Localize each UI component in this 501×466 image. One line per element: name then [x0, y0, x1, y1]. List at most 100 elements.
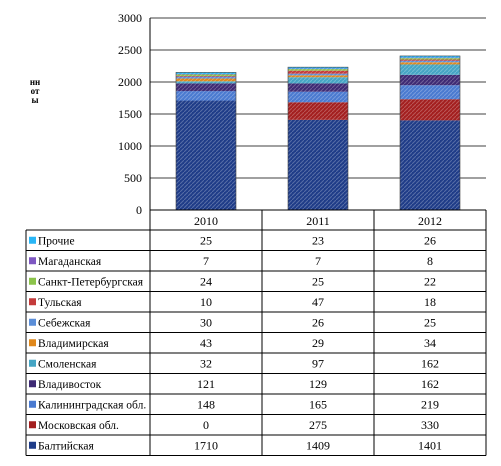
data-value-label: 25 [200, 233, 212, 247]
data-value-label: 25 [312, 274, 324, 288]
data-value-label: 219 [421, 397, 439, 411]
y-tick-label: 500 [124, 171, 142, 185]
bar-segment-hatch [400, 62, 460, 65]
legend-label: Санкт-Петербургская [38, 276, 144, 288]
data-value-label: 29 [312, 336, 324, 350]
bar-segment-hatch [400, 57, 460, 59]
data-value-label: 275 [309, 418, 327, 432]
data-value-label: 24 [200, 274, 212, 288]
legend-label: Московская обл. [38, 420, 119, 432]
legend-label: Владивосток [38, 379, 102, 391]
data-value-label: 1409 [306, 438, 330, 452]
data-value-label: 165 [309, 397, 327, 411]
data-value-label: 23 [312, 233, 324, 247]
data-value-label: 47 [312, 295, 324, 309]
data-value-label: 7 [315, 254, 321, 268]
legend-label: Магаданская [38, 256, 102, 268]
data-value-label: 129 [309, 377, 327, 391]
data-value-label: 148 [197, 397, 215, 411]
y-tick-label: 0 [136, 203, 142, 217]
data-value-label: 26 [424, 233, 436, 247]
bar-segment-hatch [288, 70, 348, 74]
data-value-label: 30 [200, 315, 212, 329]
bar-segment-hatch [400, 74, 460, 86]
y-axis-ticks: 0 500 1000 1500 2000 2500 3000 [118, 11, 142, 217]
data-value-label: 34 [424, 336, 436, 350]
legend-swatch [29, 318, 36, 326]
data-value-label: 18 [424, 295, 436, 309]
bar-segment-hatch [400, 55, 460, 58]
bar-segment-hatch [288, 102, 348, 120]
bar-segment-hatch [288, 75, 348, 78]
legend-swatch [29, 441, 36, 449]
bar-segment-hatch [288, 69, 348, 71]
data-value-label: 1401 [418, 438, 442, 452]
bar-segment-hatch [288, 119, 348, 210]
legend-swatch [29, 236, 36, 244]
bar-segment-hatch [400, 85, 460, 100]
y-tick-label: 1500 [118, 107, 142, 121]
legend-label: Смоленская [38, 358, 97, 370]
bar-segment-hatch [176, 72, 236, 74]
legend-swatch [29, 257, 36, 265]
bar-segment-hatch [176, 75, 236, 77]
legend-swatch [29, 400, 36, 408]
y-tick-label: 1000 [118, 139, 142, 153]
bar-segment-hatch [176, 83, 236, 92]
legend-swatch [29, 380, 36, 388]
data-value-label: 10 [200, 295, 212, 309]
bar-segment-hatch [288, 67, 348, 69]
data-value-label: 22 [424, 274, 436, 288]
bar-segment-hatch [400, 99, 460, 121]
y-axis-label: нноты [29, 77, 41, 105]
data-table: 2010 2011 2012 Прочие 25 23 26 Магаданская 7 7 8 Са… [25, 209, 487, 456]
bar-segment-hatch [400, 64, 460, 75]
data-value-label: 25 [424, 315, 436, 329]
x-tick-label: 2010 [194, 214, 218, 228]
bar-segment-hatch [288, 83, 348, 92]
data-value-label: 162 [421, 356, 439, 370]
bar-segment-hatch [288, 91, 348, 103]
y-tick-label: 3000 [118, 11, 142, 25]
x-tick-label: 2011 [306, 214, 330, 228]
legend-label: Калининградская обл. [38, 399, 146, 411]
data-value-label: 162 [421, 377, 439, 391]
bar-segment-hatch [400, 59, 460, 61]
bar-segment-hatch [176, 91, 236, 101]
legend-swatch [29, 421, 36, 429]
bar-segment-hatch [176, 81, 236, 84]
legend-label: Балтийская [38, 440, 95, 452]
legend-swatch [29, 298, 36, 306]
y-tick-label: 2000 [118, 75, 142, 89]
data-value-label: 1710 [194, 438, 218, 452]
data-value-label: 26 [312, 315, 324, 329]
data-value-label: 121 [197, 377, 215, 391]
data-value-label: 97 [312, 356, 324, 370]
y-tick-label: 2500 [118, 43, 142, 57]
bars [175, 55, 461, 211]
x-tick-label: 2012 [418, 214, 442, 228]
bar-segment-hatch [176, 74, 236, 76]
bar-segment-hatch [400, 58, 460, 60]
bar-segment-hatch [400, 60, 460, 63]
data-value-label: 43 [200, 336, 212, 350]
legend-label: Тульская [38, 297, 82, 309]
bar-segment-hatch [400, 120, 460, 210]
bar-segment-hatch [176, 100, 236, 210]
data-value-label: 8 [427, 254, 433, 268]
legend-swatch [29, 339, 36, 347]
legend-label: Владимирская [38, 338, 109, 350]
data-value-label: 330 [421, 418, 439, 432]
legend-label: Прочие [38, 235, 75, 247]
data-value-label: 32 [200, 356, 212, 370]
data-value-label: 7 [203, 254, 209, 268]
legend-swatch [29, 277, 36, 285]
bar-segment-hatch [288, 73, 348, 76]
bar-segment-hatch [176, 78, 236, 82]
legend-label: Себежская [38, 317, 91, 329]
bar-segment-hatch [176, 76, 236, 79]
data-value-label: 0 [203, 418, 209, 432]
legend-swatch [29, 359, 36, 367]
bar-segment-hatch [288, 77, 348, 84]
